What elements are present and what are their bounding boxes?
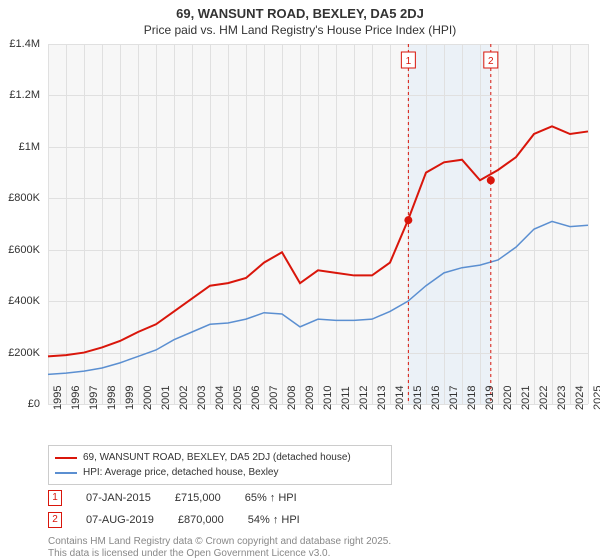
sale-price-1: £715,000 <box>175 492 221 504</box>
legend-swatch-1 <box>55 457 77 459</box>
legend-label-2: HPI: Average price, detached house, Bexl… <box>83 465 279 480</box>
chart-container: 69, WANSUNT ROAD, BEXLEY, DA5 2DJ Price … <box>0 0 600 560</box>
chart-area: 12 £0£200K£400K£600K£800K£1M£1.2M£1.4M 1… <box>48 44 588 404</box>
legend-row-1: 69, WANSUNT ROAD, BEXLEY, DA5 2DJ (detac… <box>55 450 385 465</box>
sale-marker-2: 2 <box>48 512 62 528</box>
chart-title: 69, WANSUNT ROAD, BEXLEY, DA5 2DJ <box>0 0 600 21</box>
footnote-line-2: This data is licensed under the Open Gov… <box>48 548 330 560</box>
sale-marker-1: 1 <box>48 490 62 506</box>
sale-vs-hpi-2: 54% ↑ HPI <box>248 514 300 526</box>
svg-text:2: 2 <box>488 56 494 67</box>
line-series: 12 <box>48 44 588 404</box>
footnote-line-1: Contains HM Land Registry data © Crown c… <box>48 536 391 548</box>
legend-swatch-2 <box>55 472 77 474</box>
sale-date-2: 07-AUG-2019 <box>86 514 154 526</box>
sale-row-1: 1 07-JAN-2015 £715,000 65% ↑ HPI <box>48 490 297 506</box>
sale-vs-hpi-1: 65% ↑ HPI <box>245 492 297 504</box>
svg-text:1: 1 <box>406 56 412 67</box>
sale-date-1: 07-JAN-2015 <box>86 492 151 504</box>
legend-label-1: 69, WANSUNT ROAD, BEXLEY, DA5 2DJ (detac… <box>83 450 351 465</box>
sale-row-2: 2 07-AUG-2019 £870,000 54% ↑ HPI <box>48 512 300 528</box>
legend: 69, WANSUNT ROAD, BEXLEY, DA5 2DJ (detac… <box>48 445 392 485</box>
sale-price-2: £870,000 <box>178 514 224 526</box>
chart-subtitle: Price paid vs. HM Land Registry's House … <box>0 23 600 37</box>
legend-row-2: HPI: Average price, detached house, Bexl… <box>55 465 385 480</box>
